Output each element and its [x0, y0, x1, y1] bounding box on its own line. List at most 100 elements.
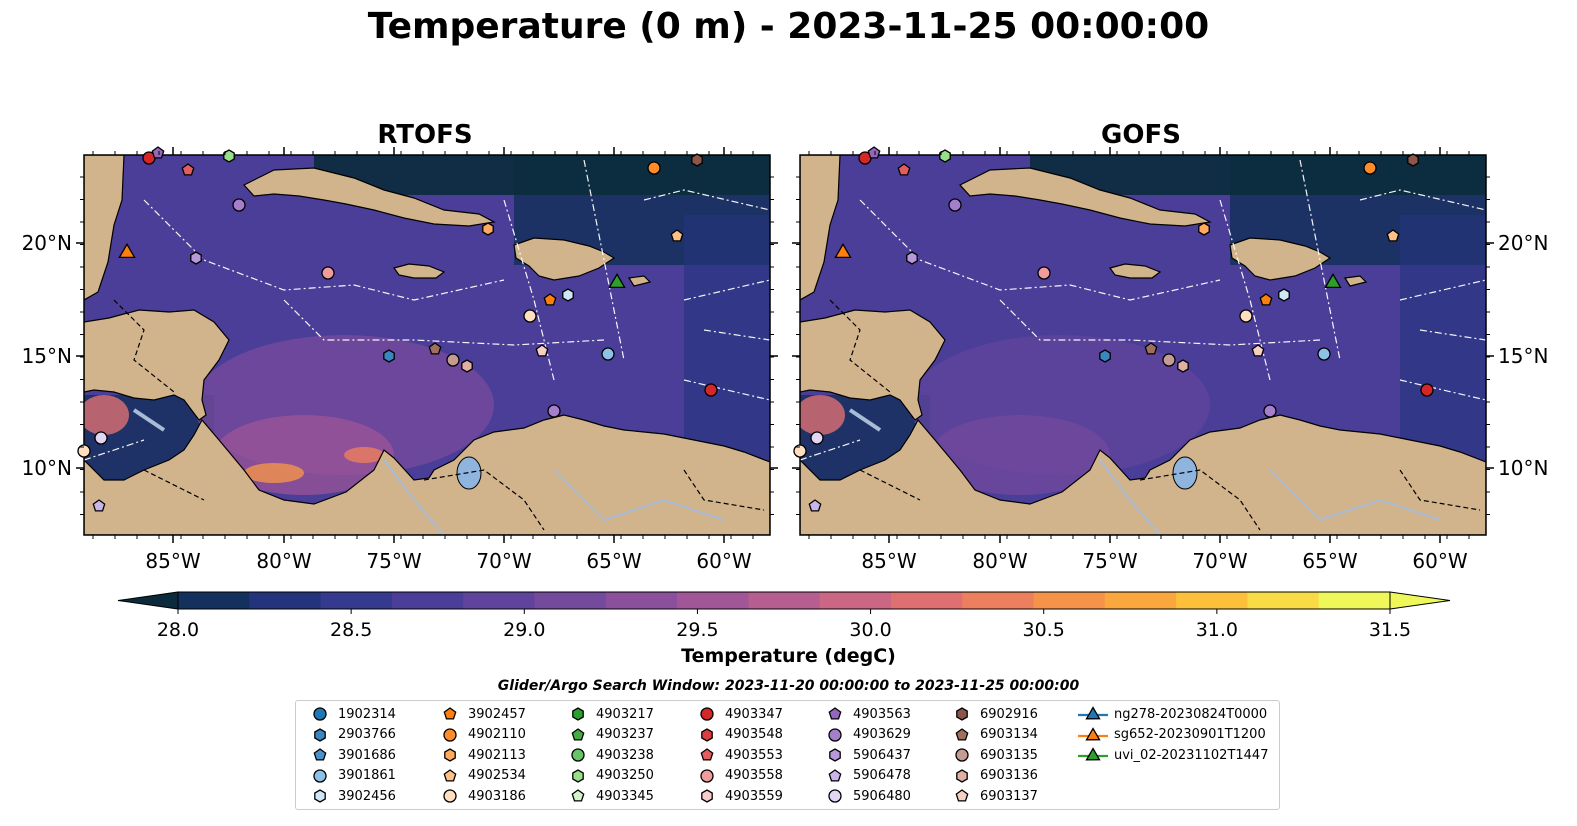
lon-tick-label: 85°W	[145, 549, 200, 573]
float-marker-4903186	[1239, 309, 1253, 323]
colorbar-segment	[391, 592, 464, 609]
legend-marker-icon	[829, 748, 841, 762]
legend-circle-icon	[700, 707, 714, 721]
legend-item: 4903347	[693, 704, 783, 724]
legend-marker-icon	[313, 707, 327, 721]
colorbar-tick-label: 28.5	[330, 619, 372, 640]
float-marker-4903250	[223, 149, 235, 163]
legend-item: 4903559	[693, 786, 783, 806]
legend-marker-icon	[700, 707, 714, 721]
legend-marker-icon	[443, 789, 457, 803]
legend-circle-icon	[700, 768, 714, 783]
legend-item: 4903237	[564, 725, 654, 745]
legend-item: 4902110	[436, 725, 526, 745]
legend-marker-icon	[571, 727, 585, 741]
legend-item: 4903563	[821, 704, 911, 724]
legend-marker-icon	[956, 707, 968, 721]
legend-item-label: 4903217	[596, 706, 654, 722]
colorbar-segment	[962, 592, 1035, 609]
legend-circle-icon	[828, 727, 842, 742]
legend-item-label: 6903135	[980, 747, 1038, 763]
lon-tick-label: 70°W	[1192, 549, 1247, 573]
legend-item-label: 4903563	[853, 706, 911, 722]
land-mass	[800, 414, 1486, 535]
legend-item-label: 4902110	[468, 727, 526, 742]
lon-tick-label: 60°W	[696, 549, 751, 573]
float-marker-6903137	[1251, 344, 1265, 357]
land-mass	[800, 155, 841, 301]
float-marker-4902113	[482, 222, 494, 236]
legend-circle-icon	[313, 707, 327, 721]
colorbar-tick-label: 30.0	[849, 619, 891, 640]
float-marker-6903136	[1177, 359, 1189, 373]
legend-marker-icon	[956, 768, 968, 783]
float-marker-3901861	[1317, 347, 1331, 361]
colorbar-extend-low	[117, 591, 179, 610]
land-mass	[393, 263, 446, 279]
float-marker-6903134	[428, 342, 442, 355]
lat-tick-label: 10°N	[22, 456, 72, 480]
colorbar-segment	[819, 592, 892, 609]
legend-item: 3901686	[306, 745, 396, 765]
colorbar-segment	[1104, 592, 1177, 609]
legend: 1902314 2903766 3901686 3901861 3902456 39024…	[295, 700, 1280, 810]
legend-marker-icon	[701, 727, 713, 742]
legend-item-label: 5906478	[853, 768, 911, 783]
legend-marker-icon	[1078, 726, 1108, 740]
legend-item-label: 3901861	[338, 768, 396, 783]
legend-marker-icon	[955, 748, 969, 762]
float-marker-3902457	[1259, 293, 1273, 306]
legend-item-label: 4903559	[725, 788, 783, 804]
float-marker-5906437	[906, 251, 918, 265]
legend-item: 6903136	[948, 766, 1038, 786]
legend-marker-icon	[443, 768, 457, 782]
float-marker-4903347	[1420, 383, 1434, 397]
legend-item-label: ng278-20230824T0000	[1114, 706, 1268, 722]
legend-item: 3902456	[306, 786, 396, 806]
lat-tick-label: 15°N	[1498, 344, 1548, 368]
legend-marker-icon	[828, 789, 842, 803]
legend-triangle-icon	[1085, 726, 1101, 740]
float-marker-6903135	[1162, 353, 1176, 367]
lat-tick-label: 15°N	[22, 344, 72, 368]
legend-hexagon-icon	[829, 748, 841, 762]
legend-marker-icon	[828, 768, 842, 782]
float-marker-4903629	[232, 198, 246, 212]
float-marker-uvi_02-20231102T1447	[1324, 273, 1342, 289]
legend-item-label: 6903136	[980, 768, 1038, 783]
legend-item-label: 4903238	[596, 747, 654, 763]
lat-tick-label: 20°N	[1498, 231, 1548, 255]
colorbar-extend-high	[1389, 591, 1451, 610]
legend-marker-icon	[572, 768, 584, 783]
gofs-panel-title: GOFS	[1101, 120, 1181, 150]
legend-item-label: 1902314	[338, 706, 396, 722]
lon-tick-label: 75°W	[1082, 549, 1137, 573]
float-marker-5906478	[92, 499, 106, 512]
legend-item-label: 4903553	[725, 747, 783, 763]
float-marker-4903553	[897, 163, 911, 176]
legend-pentagon-icon	[443, 707, 457, 720]
colorbar-segment	[890, 592, 963, 609]
float-marker-4903563	[867, 146, 881, 159]
legend-item-label: 4903250	[596, 768, 654, 783]
float-marker-6903137	[535, 344, 549, 357]
float-marker-4902534	[670, 229, 684, 242]
legend-item: 5906478	[821, 766, 911, 786]
legend-pentagon-icon	[828, 768, 842, 782]
lon-tick-label: 80°W	[256, 549, 311, 573]
legend-marker-icon	[1078, 747, 1108, 761]
legend-item-label: 3902456	[338, 788, 396, 804]
float-marker-6903134	[1144, 342, 1158, 355]
float-marker-6902916	[691, 153, 703, 167]
legend-item: 4903186	[436, 786, 526, 806]
legend-marker-icon	[700, 768, 714, 783]
legend-item: 6903137	[948, 786, 1038, 806]
float-marker-uvi_02-20231102T1447	[608, 273, 626, 289]
float-marker-4903558	[1037, 266, 1051, 280]
legend-item-label: 3902457	[468, 706, 526, 722]
land-mass	[627, 275, 652, 287]
float-marker-4902534	[1386, 229, 1400, 242]
legend-marker-icon	[571, 789, 585, 802]
legend-item-label: 4903558	[725, 768, 783, 783]
legend-hexagon-icon	[572, 768, 584, 783]
